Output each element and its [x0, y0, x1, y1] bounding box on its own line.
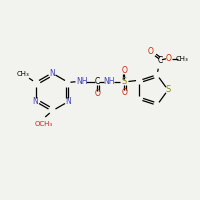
Text: O: O	[148, 47, 154, 56]
Text: NH: NH	[104, 77, 115, 86]
Text: C: C	[157, 56, 163, 65]
Text: C: C	[95, 77, 100, 86]
Text: N: N	[66, 97, 71, 106]
Text: S: S	[122, 77, 127, 86]
Text: CH₃: CH₃	[176, 56, 188, 62]
Text: N: N	[49, 68, 55, 77]
Text: OCH₃: OCH₃	[35, 121, 53, 127]
Text: O: O	[95, 89, 100, 98]
Text: S: S	[165, 86, 171, 95]
Text: CH₃: CH₃	[16, 71, 29, 76]
Text: O: O	[166, 54, 172, 63]
Text: NH: NH	[77, 77, 88, 86]
Text: O: O	[122, 66, 127, 75]
Text: N: N	[33, 97, 38, 106]
Text: O: O	[122, 88, 127, 97]
